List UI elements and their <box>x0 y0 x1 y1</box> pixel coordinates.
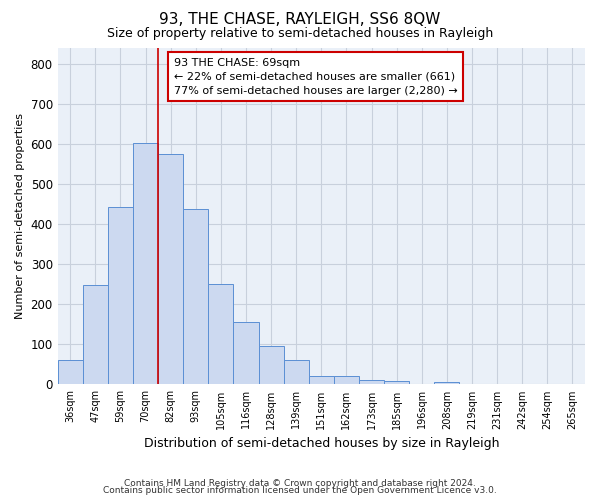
Bar <box>233 322 259 384</box>
Bar <box>158 154 183 384</box>
Text: Contains HM Land Registry data © Crown copyright and database right 2024.: Contains HM Land Registry data © Crown c… <box>124 478 476 488</box>
Bar <box>208 284 233 384</box>
Y-axis label: Number of semi-detached properties: Number of semi-detached properties <box>15 113 25 319</box>
Bar <box>259 346 284 385</box>
Text: 93 THE CHASE: 69sqm
← 22% of semi-detached houses are smaller (661)
77% of semi-: 93 THE CHASE: 69sqm ← 22% of semi-detach… <box>173 58 457 96</box>
Text: 93, THE CHASE, RAYLEIGH, SS6 8QW: 93, THE CHASE, RAYLEIGH, SS6 8QW <box>160 12 440 28</box>
Text: Size of property relative to semi-detached houses in Rayleigh: Size of property relative to semi-detach… <box>107 28 493 40</box>
Bar <box>83 285 108 384</box>
Bar <box>108 206 133 384</box>
Bar <box>133 144 158 384</box>
Bar <box>309 376 334 384</box>
Bar <box>334 376 359 384</box>
Bar <box>183 208 208 384</box>
Text: Contains public sector information licensed under the Open Government Licence v3: Contains public sector information licen… <box>103 486 497 495</box>
Bar <box>434 382 460 384</box>
Bar <box>359 380 384 384</box>
X-axis label: Distribution of semi-detached houses by size in Rayleigh: Distribution of semi-detached houses by … <box>143 437 499 450</box>
Bar <box>284 360 309 384</box>
Bar <box>384 381 409 384</box>
Bar <box>58 360 83 384</box>
